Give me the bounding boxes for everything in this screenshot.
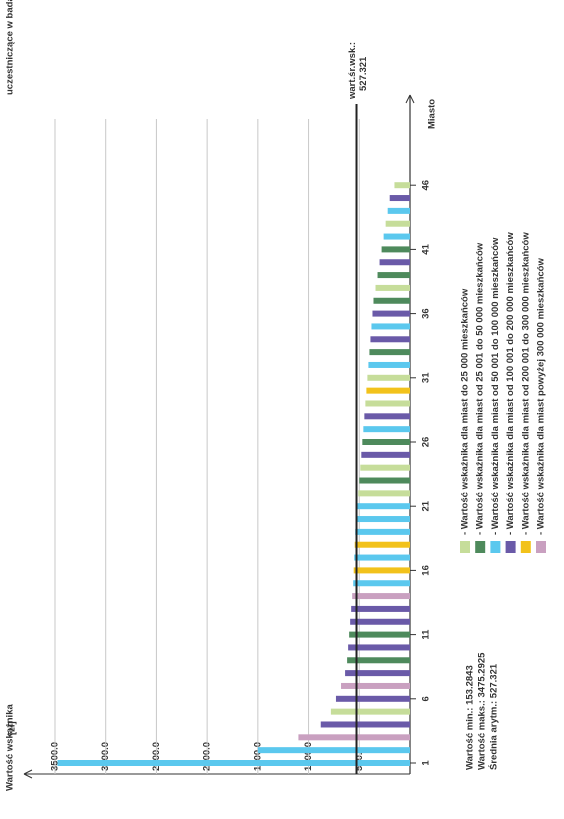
bar	[360, 464, 410, 471]
bar	[385, 220, 411, 227]
legend-label: - Wartość wskaźnika dla miast od 25 001 …	[475, 242, 486, 535]
stat-text: Wartość maks.: 3475.2925	[477, 652, 488, 770]
x-tick-label: 46	[421, 180, 432, 191]
bar	[364, 413, 411, 420]
bar	[349, 631, 410, 638]
legend-swatch	[536, 541, 546, 553]
mean-label: wart.śr.wsk.:	[347, 42, 358, 100]
legend-label: - Wartość wskaźnika dla miast powyżej 30…	[536, 258, 547, 535]
bar	[375, 284, 410, 291]
bar	[358, 490, 411, 497]
bar	[355, 528, 411, 535]
bar	[366, 387, 411, 394]
mean-value: 527.321	[358, 56, 369, 91]
stat-text: Wartość min.: 153.2843	[465, 665, 476, 770]
x-tick-label: 26	[421, 437, 432, 448]
bar	[350, 618, 411, 625]
y-axis-unit: [zł]	[7, 721, 18, 735]
x-tick-label: 11	[421, 629, 432, 640]
bar	[379, 259, 411, 266]
stat-text: Średnia arytm.: 527.321	[488, 663, 500, 770]
bar	[330, 708, 410, 715]
bar	[298, 734, 410, 741]
x-tick-label: 1	[421, 760, 432, 766]
x-axis-label: Miasto	[427, 99, 438, 129]
bar	[359, 477, 410, 484]
x-tick-label: 16	[421, 565, 432, 576]
bar	[354, 541, 411, 548]
bar	[381, 246, 410, 253]
y-axis-arrow	[23, 769, 33, 779]
bar	[368, 361, 410, 368]
bar	[354, 554, 410, 561]
bar	[352, 593, 410, 600]
bar	[57, 760, 411, 766]
bar	[377, 272, 411, 279]
bar	[348, 644, 411, 651]
bar	[363, 426, 411, 433]
bar	[367, 374, 410, 381]
x-tick-label: 31	[421, 372, 432, 383]
bar	[362, 439, 410, 445]
bar	[365, 400, 410, 407]
bar	[372, 310, 410, 317]
bar	[371, 323, 411, 330]
legend-swatch	[460, 541, 470, 553]
bar	[355, 516, 410, 523]
bar	[353, 567, 410, 574]
bar	[370, 336, 410, 343]
bar	[351, 605, 410, 612]
bar	[383, 233, 410, 240]
bar	[373, 297, 410, 304]
bar	[257, 747, 410, 754]
x-tick-label: 21	[421, 500, 432, 511]
bar	[389, 195, 410, 202]
legend-swatch	[520, 541, 531, 553]
bar	[320, 721, 411, 728]
legend-label: - Wartość wskaźnika dla miast od 200 001…	[520, 232, 531, 535]
bar	[353, 580, 411, 587]
bar	[387, 207, 411, 214]
bar	[357, 503, 410, 510]
x-tick-label: 6	[421, 696, 432, 701]
y-axis-label: Wartość wskaźnika	[5, 704, 16, 791]
bar	[394, 182, 410, 189]
bar	[335, 695, 410, 702]
legend-label: - Wartość wskaźnika dla miast do 25 000 …	[460, 288, 471, 535]
bar	[341, 682, 410, 689]
x-tick-label: 41	[421, 243, 432, 254]
bar	[361, 451, 411, 458]
bar	[369, 349, 411, 356]
chart-title: uczestniczące w badaniach	[5, 0, 16, 95]
rotated-chart: uczestniczące w badaniach Wartość wskaźn…	[5, 0, 547, 791]
legend-swatch	[475, 541, 486, 553]
legend-label: - Wartość wskaźnika dla miast od 50 001 …	[490, 237, 501, 535]
x-axis-arrow	[405, 94, 415, 104]
x-tick-label: 36	[421, 308, 432, 319]
legend-label: - Wartość wskaźnika dla miast od 100 001…	[505, 232, 516, 535]
legend-swatch	[505, 541, 516, 553]
bar	[345, 670, 411, 677]
legend-swatch	[490, 541, 501, 553]
bar	[347, 657, 410, 664]
